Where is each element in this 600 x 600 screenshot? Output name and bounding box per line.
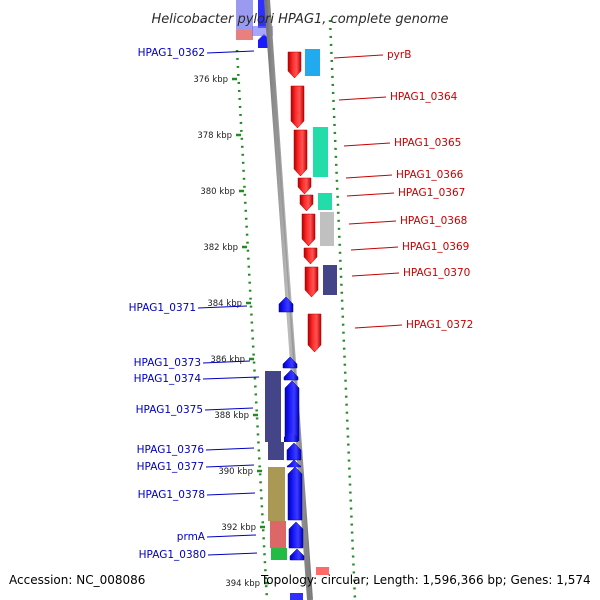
cog-color-box [265,371,281,429]
cog-color-box [320,212,334,246]
forward-gene-label[interactable]: HPAG1_0366 [396,169,464,181]
reverse-gene-leader [206,534,257,538]
cog-color-box [270,521,286,548]
ruler-tick-label: 390 kbp [218,467,253,477]
reverse-gene-arrow[interactable] [283,369,299,381]
ruler-tick-label: 376 kbp [193,75,228,85]
topology-text: Topology: circular; Length: 1,596,366 bp… [261,573,591,587]
ruler-tick-label: 386 kbp [210,355,245,365]
reverse-gene-arrow[interactable] [284,380,300,442]
forward-gene-arrow[interactable] [303,247,318,265]
reverse-gene-leader [202,376,260,380]
reverse-gene-arrow[interactable] [288,521,304,549]
reverse-gene-arrow[interactable] [287,466,303,521]
forward-gene-label[interactable]: HPAG1_0370 [403,267,470,279]
ruler-tick-label: 378 kbp [197,131,232,141]
forward-gene-leader [351,272,400,277]
cog-color-box [271,548,287,560]
reverse-gene-leader [204,407,254,411]
cog-color-box [265,428,281,442]
reverse-gene-leader [206,50,255,54]
edge-gene-fragment [290,593,303,600]
forward-gene-arrow[interactable] [299,194,314,212]
reverse-gene-label[interactable]: prmA [177,531,206,543]
cog-color-box [323,265,337,295]
forward-gene-leader [346,192,395,197]
gene-labels: pyrB HPAG1_0364 HPAG1_0365 HPAG1_0366 HPAG1_… [129,47,474,561]
cog-boxes [265,49,337,560]
ruler-tick-label: 380 kbp [200,187,235,197]
reverse-gene-leader [205,464,255,468]
cog-color-box [318,193,332,210]
cog-color-box [313,127,328,177]
forward-gene-arrow[interactable] [301,213,316,247]
forward-gene-arrow[interactable] [307,313,322,353]
forward-gene-leader [348,220,397,225]
cog-color-box [268,467,285,521]
reverse-gene-label[interactable]: HPAG1_0373 [134,357,201,369]
reverse-gene-label[interactable]: HPAG1_0378 [138,489,205,501]
forward-gene-leader [345,174,393,179]
forward-gene-leader [350,246,399,251]
accession-text: Accession: NC_008086 [9,573,146,587]
cog-color-box [268,442,284,460]
reverse-gene-arrow[interactable] [287,461,301,467]
forward-gene-leader [338,96,387,101]
edge-gene-fragment [316,567,329,575]
reverse-gene-leader [202,360,251,364]
forward-gene-arrow[interactable] [297,177,312,195]
forward-gene-arrow[interactable] [287,51,302,79]
reverse-gene-leader [197,305,248,309]
reverse-gene-arrow[interactable] [289,548,305,561]
ruler-tick-label: 394 kbp [225,579,260,589]
cog-color-box [305,49,320,76]
reverse-gene-leader [206,492,256,496]
reverse-gene-label[interactable]: HPAG1_0376 [137,444,205,456]
right-ruler-track [328,19,357,600]
forward-gene-label[interactable]: HPAG1_0365 [394,137,461,149]
genes [278,51,322,561]
ruler-tick-labels: 376 kbp 378 kbp 380 kbp 382 kbp 384 kbp 386 k… [193,75,269,589]
forward-gene-arrow[interactable] [293,129,308,177]
forward-gene-leader [354,324,403,329]
forward-gene-label[interactable]: HPAG1_0364 [390,91,458,103]
ruler-tick-label: 382 kbp [203,243,238,253]
map-title: Helicobacter pylori HPAG1, complete geno… [151,12,448,27]
reverse-gene-label[interactable]: HPAG1_0374 [134,373,202,385]
forward-gene-label[interactable]: HPAG1_0372 [406,319,473,331]
reverse-gene-label[interactable]: HPAG1_0380 [139,549,206,561]
reverse-gene-arrow[interactable] [284,432,298,442]
reverse-gene-label[interactable]: HPAG1_0371 [129,302,196,314]
reverse-gene-arrow[interactable] [278,296,294,313]
forward-gene-label[interactable]: pyrB [387,49,411,61]
reverse-gene-arrow[interactable] [282,356,298,369]
forward-gene-leader [343,142,391,147]
reverse-gene-label[interactable]: HPAG1_0377 [137,461,204,473]
reverse-gene-leader [205,447,255,451]
ruler-tick-label: 392 kbp [221,523,256,533]
ruler-tick-label: 384 kbp [207,299,242,309]
ruler-tick-label: 388 kbp [214,411,249,421]
reverse-gene-label[interactable]: HPAG1_0362 [138,47,205,59]
forward-gene-leader [333,54,384,59]
forward-gene-label[interactable]: HPAG1_0368 [400,215,467,227]
forward-gene-label[interactable]: HPAG1_0367 [398,187,465,199]
forward-gene-label[interactable]: HPAG1_0369 [402,241,469,253]
label-leader-lines [197,50,403,556]
reverse-gene-label[interactable]: HPAG1_0375 [136,404,203,416]
forward-gene-arrow[interactable] [304,266,319,298]
reverse-gene-leader [207,552,258,556]
forward-gene-arrow[interactable] [290,85,305,129]
left-ruler-track [235,49,269,600]
